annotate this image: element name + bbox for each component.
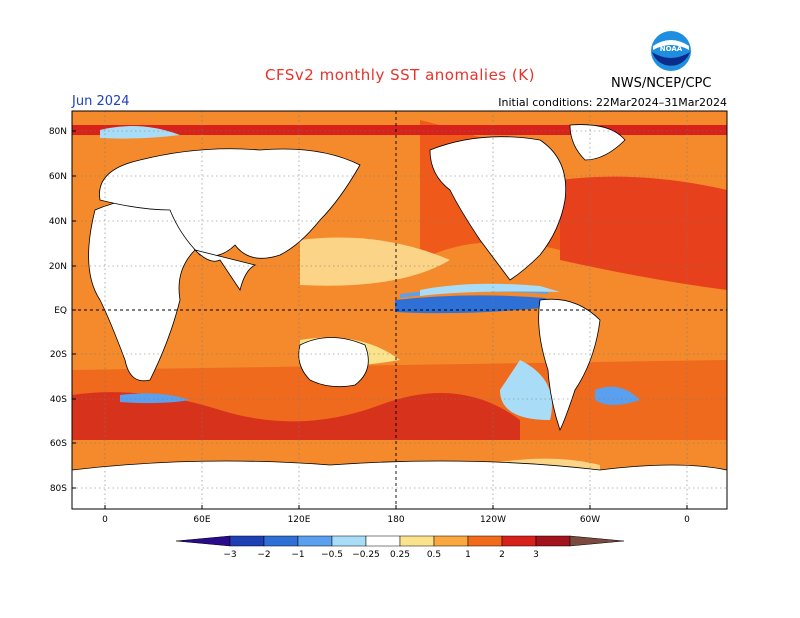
colorbar-label: −3 [223, 550, 236, 560]
lat-label: EQ [54, 306, 67, 316]
colorbar-label: 3 [533, 550, 539, 560]
colorbar-segment [433, 535, 469, 547]
lon-label: 0 [102, 515, 108, 525]
lon-label: 120W [480, 515, 506, 525]
colorbar: −3 −2 −1 −0.5 −0.25 0.25 0.5 1 2 3 [175, 535, 625, 560]
latitude-ticks [72, 130, 688, 509]
colorbar-label: −2 [257, 550, 270, 560]
lon-label: 180 [387, 515, 404, 525]
colorbar-label: 2 [499, 550, 505, 560]
lat-label: 80N [49, 127, 67, 137]
colorbar-segment [331, 535, 367, 547]
colorbar-label: −1 [291, 550, 304, 560]
colorbar-segment [297, 535, 333, 547]
longitude-labels: 0 60E 120E 180 120W 60W 0 [102, 515, 690, 525]
colorbar-label: −0.25 [352, 550, 380, 560]
latitude-labels: 80N 60N 40N 20N EQ 20S 40S 60S 80S [49, 127, 67, 494]
colorbar-label: 0.5 [427, 550, 441, 560]
lon-label: 60E [193, 515, 210, 525]
reference-lines [72, 111, 727, 509]
land-masses [71, 124, 728, 510]
colorbar-segment [365, 535, 401, 547]
lat-label: 40N [49, 217, 67, 227]
colorbar-label: 0.25 [390, 550, 410, 560]
page-title: CFSv2 monthly SST anomalies (K) [265, 66, 535, 84]
colorbar-segment [399, 535, 435, 547]
lat-label: 20N [49, 262, 67, 272]
forecast-month: Jun 2024 [72, 94, 130, 109]
colorbar-label: 1 [465, 550, 471, 560]
colorbar-segment [229, 535, 265, 547]
colorbar-segment [501, 535, 537, 547]
lon-label: 60W [580, 515, 600, 525]
lat-label: 60N [49, 172, 67, 182]
lon-label: 120E [288, 515, 311, 525]
colorbar-segment [535, 535, 571, 547]
lon-label: 0 [684, 515, 690, 525]
colorbar-segment [467, 535, 503, 547]
lat-label: 80S [50, 484, 67, 494]
colorbar-segment [263, 535, 299, 547]
logo-text: NOAA [660, 45, 683, 53]
colorbar-segment [569, 535, 625, 547]
colorbar-label: −0.5 [321, 550, 343, 560]
lat-label: 40S [50, 395, 67, 405]
initial-conditions: Initial conditions: 22Mar2024–31Mar2024 [498, 96, 727, 109]
colorbar-segment [175, 535, 231, 547]
lat-label: 20S [50, 350, 67, 360]
noaa-logo-icon: NOAA [651, 31, 691, 71]
agency-label: NWS/NCEP/CPC [611, 76, 712, 91]
lat-label: 60S [50, 439, 67, 449]
